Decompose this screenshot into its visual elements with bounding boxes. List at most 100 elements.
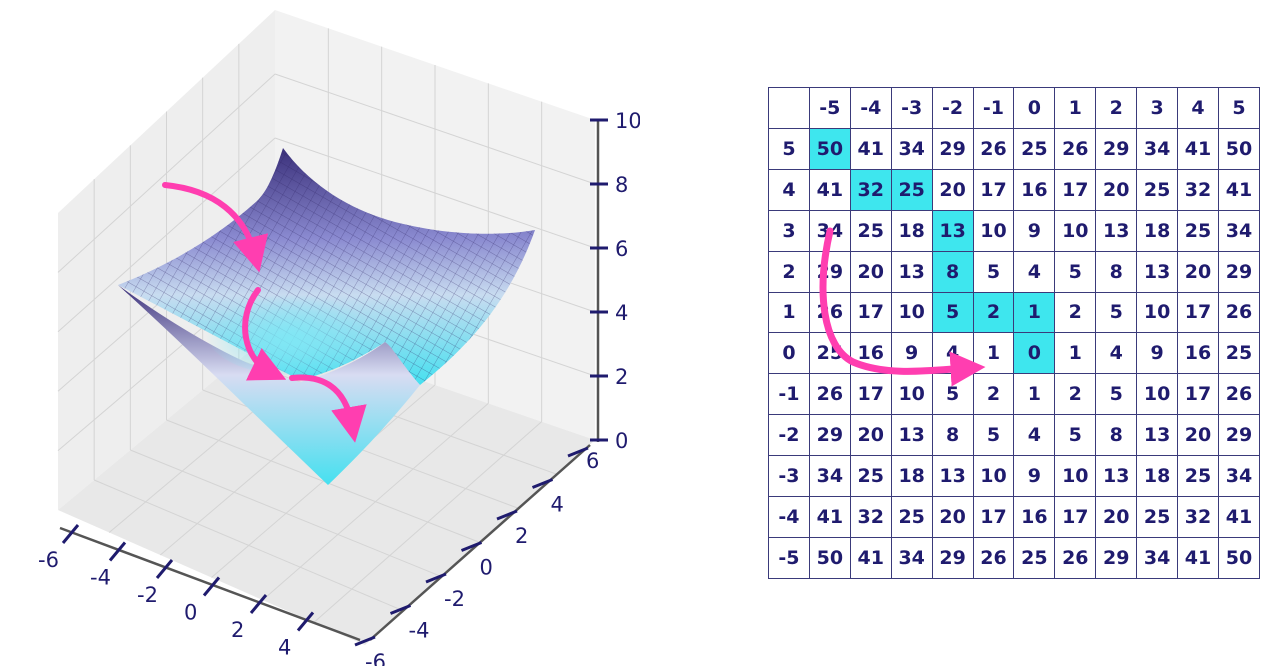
- grid-cell: 25: [849, 455, 892, 498]
- y-tick-mark: [389, 604, 412, 615]
- grid-cell: 41: [808, 168, 851, 211]
- x-tick-mark: [296, 611, 315, 632]
- y-tick-mark: [460, 541, 483, 552]
- grid-cell: 18: [890, 209, 933, 252]
- y-tick-mark: [354, 635, 376, 647]
- grid-cell: 41: [1217, 168, 1261, 211]
- grid-cell: 1: [972, 332, 1015, 375]
- grid-cell: 1: [1054, 332, 1097, 375]
- grid-cell: 26: [1217, 291, 1261, 334]
- grid-cell: 8: [931, 250, 974, 293]
- grid-cell: 26: [1217, 373, 1261, 416]
- grid-cell: 26: [1054, 127, 1097, 170]
- grid-corner: [768, 87, 810, 129]
- grid-cell: 8: [1095, 250, 1138, 293]
- grid-cell: 29: [931, 127, 974, 170]
- grid-row: 2 29 20 13 8 5 4 5 8 13 20 29: [768, 250, 1261, 293]
- grid-col-header: -2: [931, 87, 974, 129]
- grid-cell: 0: [1013, 332, 1056, 375]
- grid-cell: 13: [1136, 250, 1179, 293]
- grid-cell: 20: [1095, 496, 1138, 538]
- grid-cell: 25: [808, 332, 851, 375]
- grid-cell: 9: [890, 332, 933, 375]
- grid-cell: 34: [890, 536, 933, 580]
- grid-cell: 4: [931, 332, 974, 375]
- grid-cell: 17: [849, 291, 892, 334]
- grid-cell: 32: [1177, 168, 1219, 211]
- grid-cell: 50: [1217, 536, 1261, 580]
- grid-cell: 2: [972, 373, 1015, 416]
- grid-cell: 5: [972, 250, 1015, 293]
- x-tick-label: 2: [231, 618, 244, 642]
- grid-cell: 13: [890, 250, 933, 293]
- grid-col-header: 3: [1136, 87, 1179, 129]
- grid-cell: 2: [972, 291, 1015, 334]
- x-tick-label: -4: [90, 566, 111, 590]
- y-tick-mark: [567, 446, 589, 458]
- x-axis-ticks: -6 -4 -2 0 2 4: [38, 524, 315, 660]
- grid-cell: 34: [808, 455, 851, 498]
- grid-cell: 17: [849, 373, 892, 416]
- x-tick-mark: [155, 559, 174, 579]
- grid-cell: 29: [1217, 414, 1261, 457]
- grid-cell: 26: [972, 536, 1015, 580]
- grid-row: -1 26 17 10 5 2 1 2 5 10 17 26: [768, 373, 1261, 416]
- grid-cell: 20: [1177, 250, 1219, 293]
- z-tick-label: 0: [615, 429, 628, 453]
- z-tick-label: 8: [615, 173, 628, 197]
- grid-cell: 13: [931, 455, 974, 498]
- grid-cell: 41: [808, 496, 851, 538]
- grid-cell: 4: [1013, 250, 1056, 293]
- grid-col-header: -3: [890, 87, 933, 129]
- grid-cell: 1: [1013, 291, 1056, 334]
- grid-cell: 29: [1095, 127, 1138, 170]
- grid-cell: 17: [972, 496, 1015, 538]
- grid-cell: 20: [849, 414, 892, 457]
- x-tick-mark: [202, 576, 221, 597]
- grid-cell: 9: [1136, 332, 1179, 375]
- grid-cell: 17: [1054, 168, 1097, 211]
- grid-row: 4 41 32 25 20 17 16 17 20 25 32 41: [768, 168, 1261, 211]
- z-tick-label: 10: [615, 109, 640, 133]
- grid-col-header: 0: [1013, 87, 1056, 129]
- grid-cell: 13: [890, 414, 933, 457]
- grid-cell: 5: [1095, 291, 1138, 334]
- grid-cell: 5: [1054, 414, 1097, 457]
- grid-cell: 25: [1177, 209, 1219, 252]
- grid-cell: 25: [1013, 536, 1056, 580]
- grid-cell: 10: [890, 373, 933, 416]
- grid-cell: 50: [808, 127, 851, 170]
- grid-cell: 18: [1136, 455, 1179, 498]
- grid-cell: 20: [849, 250, 892, 293]
- grid-cell: 13: [1095, 209, 1138, 252]
- grid-cell: 41: [849, 127, 892, 170]
- grid-cell: 41: [849, 536, 892, 580]
- grid-cell: 16: [1013, 496, 1056, 538]
- grid-row-header: 0: [768, 332, 810, 375]
- grid-cell: 17: [1054, 496, 1097, 538]
- grid-cell: 26: [808, 291, 851, 334]
- grid-cell: 16: [1177, 332, 1219, 375]
- grid-cell: 4: [1013, 414, 1056, 457]
- grid-cell: 41: [1217, 496, 1261, 538]
- grid-cell: 20: [931, 496, 974, 538]
- grid-cell: 5: [931, 373, 974, 416]
- y-tick-label: 4: [551, 493, 564, 517]
- grid-row: 5 50 41 34 29 26 25 26 29 34 41 50: [768, 127, 1261, 170]
- grid-col-header: -5: [808, 87, 851, 129]
- grid-cell: 8: [1095, 414, 1138, 457]
- grid-cell: 9: [1013, 455, 1056, 498]
- grid-cell: 16: [1013, 168, 1056, 211]
- grid-cell: 17: [1177, 373, 1219, 416]
- x-tick-mark: [249, 594, 268, 614]
- grid-row: -5 50 41 34 29 26 25 26 29 34 41 50: [768, 536, 1261, 580]
- grid-cell: 8: [931, 414, 974, 457]
- grid-cell: 34: [1217, 455, 1261, 498]
- grid-row: -2 29 20 13 8 5 4 5 8 13 20 29: [768, 414, 1261, 457]
- grid-cell: 10: [972, 209, 1015, 252]
- grid-cell: 29: [1217, 250, 1261, 293]
- y-tick-label: -6: [365, 650, 386, 666]
- grid-col-header: -1: [972, 87, 1015, 129]
